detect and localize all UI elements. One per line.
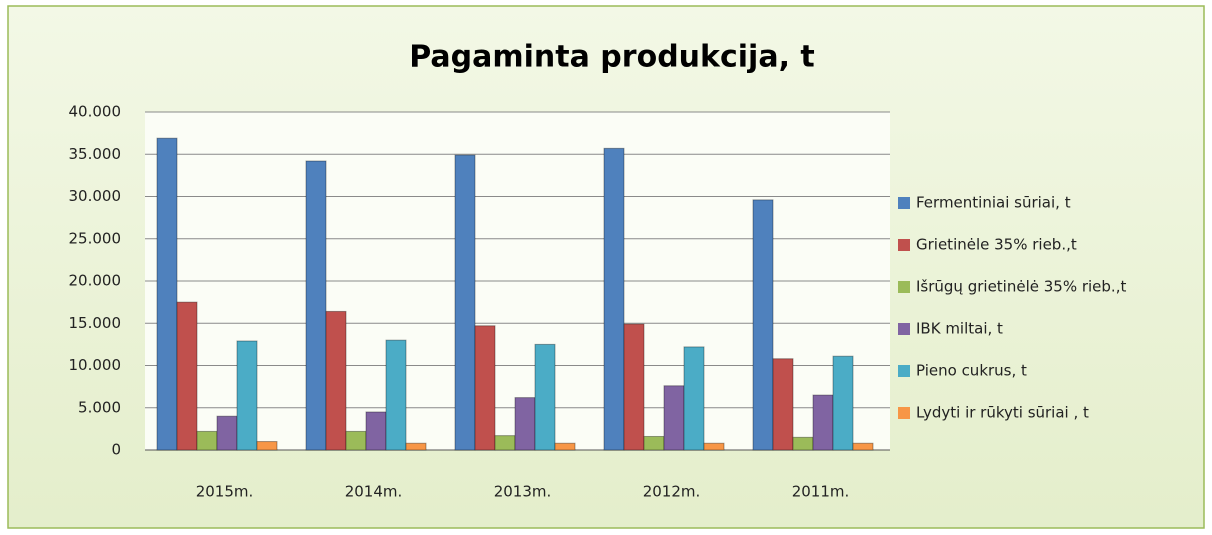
bar — [494, 435, 516, 451]
y-tick-label: 15.000 — [69, 314, 122, 332]
bar — [474, 325, 496, 451]
x-tick-label: 2014m. — [345, 483, 403, 501]
bar — [216, 415, 238, 451]
x-tick-label: 2011m. — [792, 483, 850, 501]
legend-label: Pieno cukrus, t — [916, 362, 1027, 380]
legend-label: Fermentiniai sūriai, t — [916, 194, 1071, 212]
y-tick-label: 20.000 — [69, 272, 122, 290]
y-tick-label: 40.000 — [69, 103, 122, 121]
y-tick-label: 5.000 — [78, 398, 121, 416]
bar — [385, 339, 407, 451]
x-tick-label: 2012m. — [643, 483, 701, 501]
legend-swatch — [898, 323, 910, 335]
y-tick-label: 10.000 — [69, 356, 122, 374]
legend-swatch — [898, 365, 910, 377]
bar — [683, 346, 705, 451]
bar — [365, 411, 387, 451]
y-tick-label: 35.000 — [69, 145, 122, 163]
bar — [305, 160, 327, 451]
legend-swatch — [898, 197, 910, 209]
bar — [603, 147, 625, 451]
bar — [752, 199, 774, 451]
bar — [852, 442, 874, 451]
legend-label: Lydyti ir rūkyti sūriai , t — [916, 404, 1089, 422]
bar — [643, 435, 665, 451]
y-tick-label: 0 — [111, 441, 121, 459]
legend-label: Grietinėle 35% rieb.,t — [916, 236, 1077, 254]
bar — [325, 310, 347, 451]
bar — [663, 385, 685, 451]
bar — [236, 340, 258, 451]
bar — [703, 442, 725, 451]
bar — [534, 343, 556, 451]
bar — [812, 394, 834, 451]
bar — [405, 442, 427, 451]
bar — [156, 137, 178, 451]
bar — [554, 442, 576, 451]
legend-label: IBK miltai, t — [916, 320, 1003, 338]
legend-swatch — [898, 407, 910, 419]
bar — [514, 397, 536, 451]
y-tick-label: 30.000 — [69, 187, 122, 205]
bar — [196, 430, 218, 451]
bar — [256, 441, 278, 451]
bar — [832, 355, 854, 451]
legend-label: Išrūgų grietinėlė 35% rieb.,t — [916, 278, 1126, 296]
x-tick-label: 2015m. — [196, 483, 254, 501]
bar — [345, 430, 367, 451]
bar — [772, 358, 794, 451]
bar — [454, 154, 476, 451]
chart-title: Pagaminta produkcija, t — [409, 40, 815, 75]
y-tick-label: 25.000 — [69, 229, 122, 247]
legend-swatch — [898, 281, 910, 293]
legend-swatch — [898, 239, 910, 251]
bar — [176, 301, 198, 451]
bar — [623, 323, 645, 451]
bar — [792, 436, 814, 451]
x-tick-label: 2013m. — [494, 483, 552, 501]
